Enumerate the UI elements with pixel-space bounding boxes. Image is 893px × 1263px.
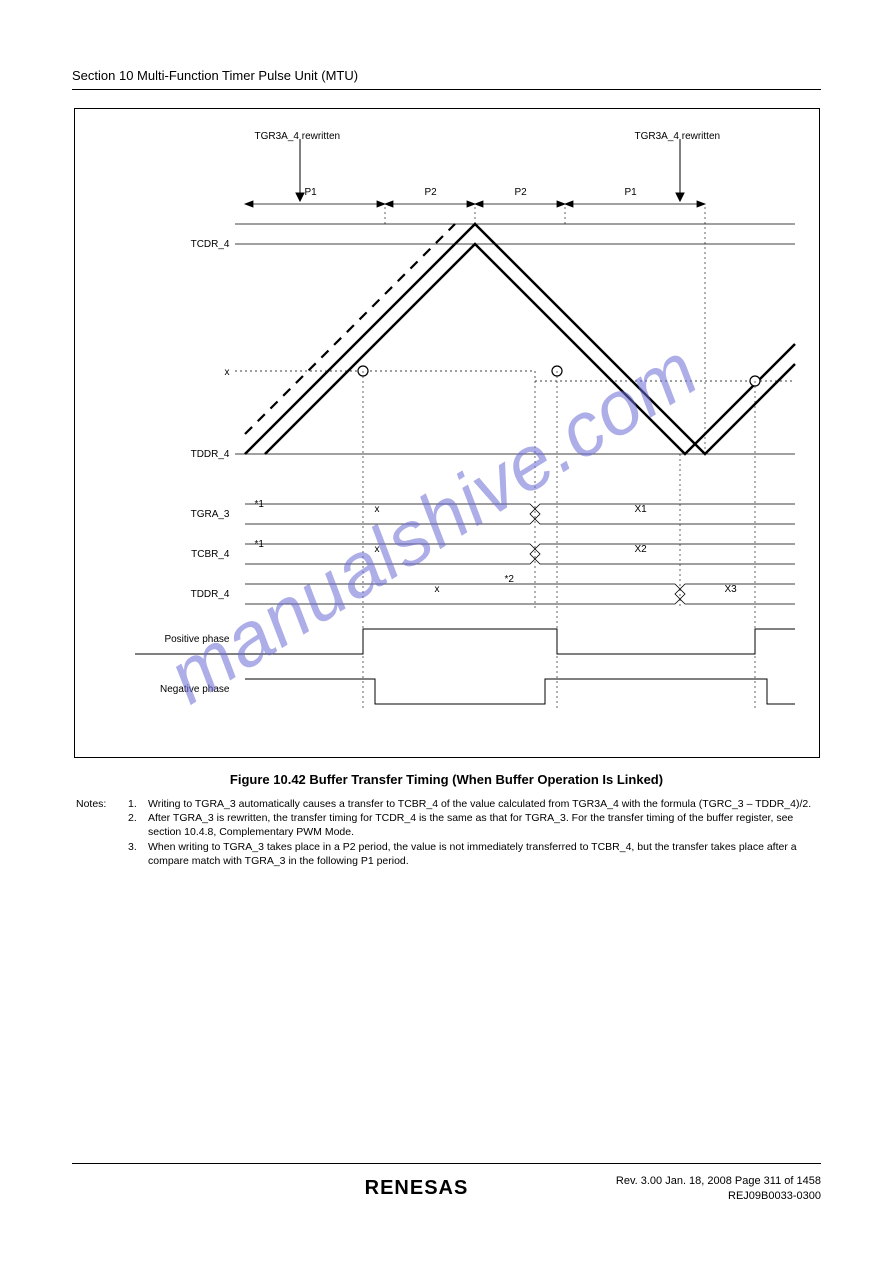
notes-block: Notes: 1. Writing to TGRA_3 automaticall… (72, 797, 821, 868)
figure-caption: Figure 10.42 Buffer Transfer Timing (Whe… (72, 772, 821, 787)
timing-diagram-figure: TGR3A_4 rewritten TGR3A_4 rewritten P1 P… (74, 108, 820, 758)
renesas-logo: RENESAS (365, 1177, 469, 1200)
page-footer: RENESAS Rev. 3.00 Jan. 18, 2008 Page 311… (72, 1163, 821, 1203)
rule-bottom (72, 1163, 821, 1164)
note-num-2: 2. (128, 811, 148, 839)
note-text-2: After TGRA_3 is rewritten, the transfer … (148, 811, 817, 839)
note-num-3: 3. (128, 840, 148, 868)
rule-top (72, 89, 821, 90)
notes-label: Notes: (76, 797, 128, 811)
doc-ref: Rev. 3.00 Jan. 18, 2008 Page 311 of 1458 (561, 1174, 821, 1188)
note-text-1: Writing to TGRA_3 automatically causes a… (148, 797, 817, 811)
section-title: Section 10 Multi-Function Timer Pulse Un… (72, 68, 821, 83)
diagram-svg (75, 109, 821, 759)
note-num-1: 1. (128, 797, 148, 811)
doc-id: REJ09B0033-0300 (561, 1189, 821, 1203)
note-text-3: When writing to TGRA_3 takes place in a … (148, 840, 817, 868)
